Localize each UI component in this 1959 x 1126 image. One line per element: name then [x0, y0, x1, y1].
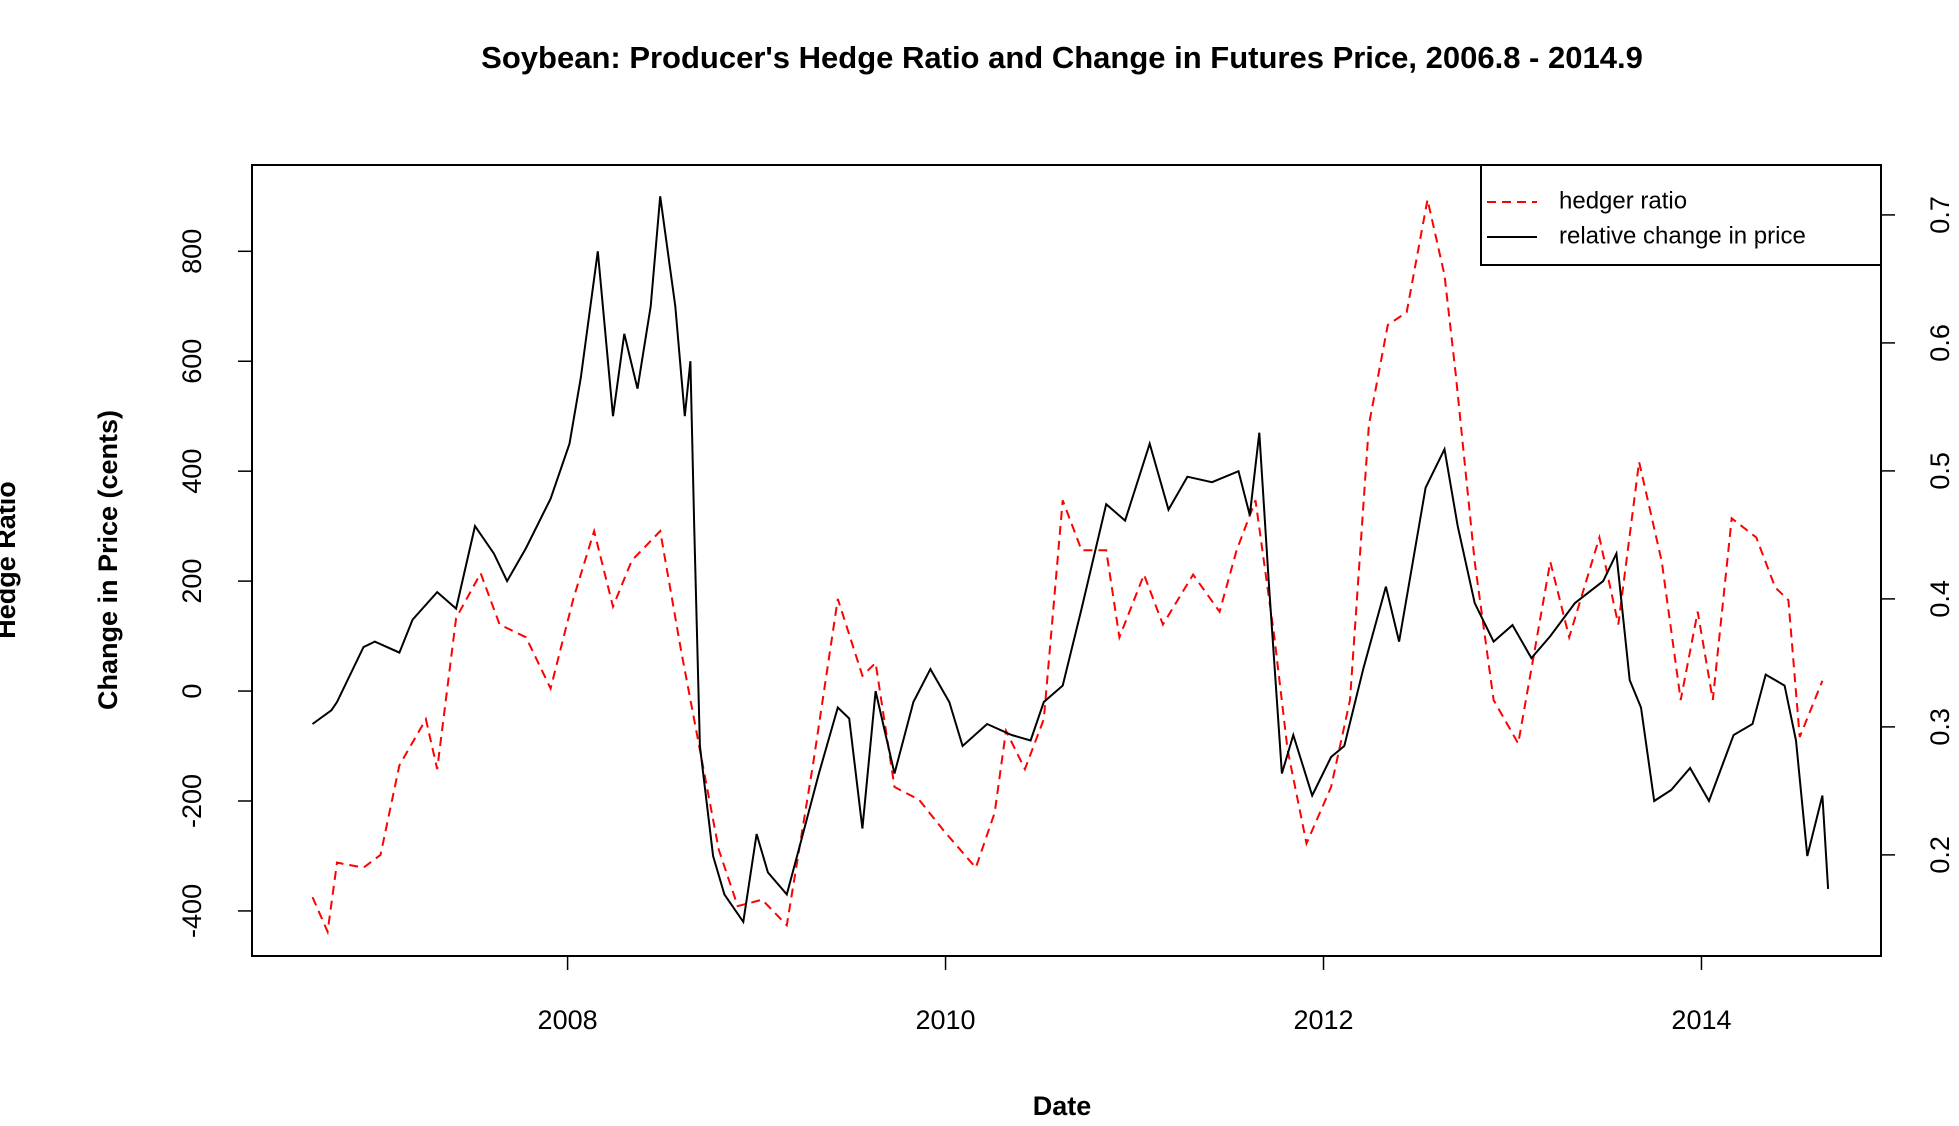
chart-title: Soybean: Producer's Hedge Ratio and Chan… — [481, 40, 1643, 75]
plot-frame — [251, 164, 1882, 957]
y2-tick-label: 0.7 — [1925, 196, 1955, 234]
y2-tick-label: 0.3 — [1925, 708, 1955, 746]
y2-tick-label: 0.5 — [1925, 452, 1955, 490]
y2-axis-label: Hedge Ratio — [0, 481, 21, 639]
y-tick-label: -200 — [177, 774, 207, 828]
y-tick-label: -400 — [177, 884, 207, 938]
y2-tick-label: 0.2 — [1925, 836, 1955, 874]
y2-tick-label: 0.4 — [1925, 580, 1955, 618]
legend-label: hedger ratio — [1559, 187, 1687, 214]
y-tick-label: 400 — [177, 449, 207, 494]
x-tick-label: 2014 — [1671, 1005, 1731, 1035]
y-tick-label: 0 — [177, 684, 207, 699]
series-line — [311, 196, 1830, 925]
y-axis-label: Change in Price (cents) — [93, 410, 123, 710]
y-tick-label: 800 — [177, 229, 207, 274]
y-tick-label: 600 — [177, 339, 207, 384]
x-axis-label: Date — [1033, 1091, 1092, 1121]
series-line — [311, 199, 1824, 936]
x-tick-label: 2010 — [916, 1005, 976, 1035]
legend-box — [1480, 164, 1882, 266]
x-tick-label: 2012 — [1293, 1005, 1353, 1035]
y2-tick-label: 0.6 — [1925, 324, 1955, 362]
x-tick-label: 2008 — [538, 1005, 598, 1035]
legend-label: relative change in price — [1559, 222, 1806, 249]
y-tick-label: 200 — [177, 559, 207, 604]
